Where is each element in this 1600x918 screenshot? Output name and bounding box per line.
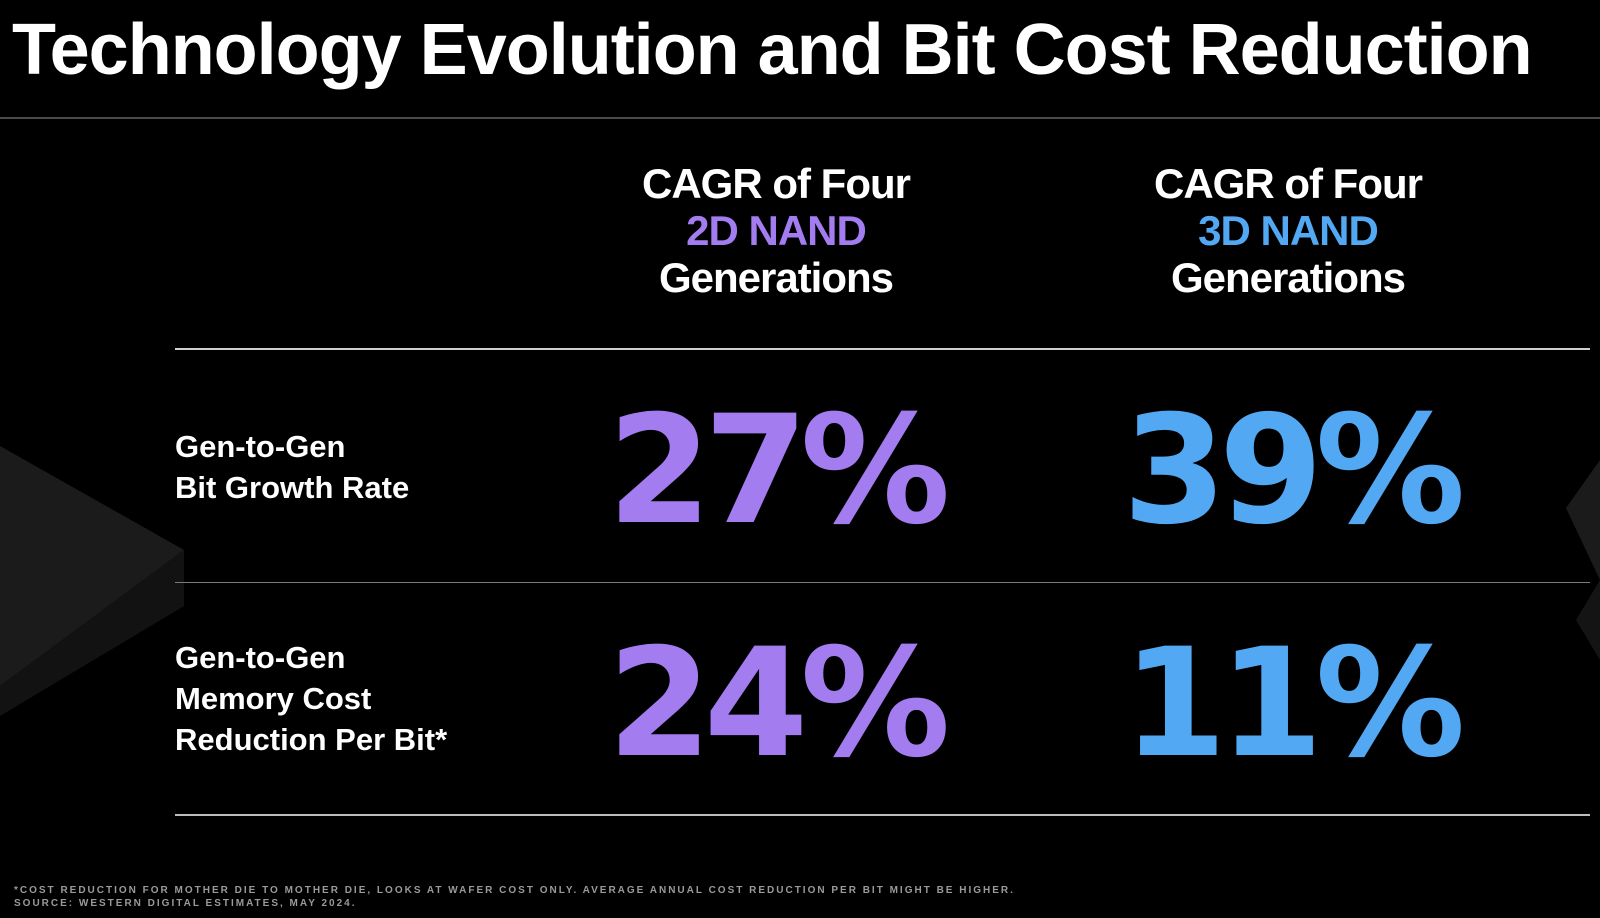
row-label-line: Memory Cost xyxy=(175,681,372,716)
row-label-line: Bit Growth Rate xyxy=(175,470,410,505)
footnote-line: *COST REDUCTION FOR MOTHER DIE TO MOTHER… xyxy=(14,885,1015,896)
footnote-source: SOURCE: WESTERN DIGITAL ESTIMATES, MAY 2… xyxy=(14,898,357,909)
column-header-2d-nand: CAGR of Four 2D NAND Generations xyxy=(576,160,976,301)
column-header-3d-nand: CAGR of Four 3D NAND Generations xyxy=(1088,160,1488,301)
title-divider xyxy=(0,117,1600,119)
slide-title: Technology Evolution and Bit Cost Reduct… xyxy=(12,10,1533,90)
column-header-line: CAGR of Four xyxy=(642,160,911,207)
row-label-line: Gen-to-Gen xyxy=(175,429,346,464)
row-label-cost-reduction: Gen-to-Gen Memory Cost Reduction Per Bit… xyxy=(175,637,447,760)
decorative-arrow-shape-right xyxy=(1566,460,1600,660)
table-divider-bottom xyxy=(175,814,1590,816)
column-header-line: Generations xyxy=(658,254,894,301)
footnote: *COST REDUCTION FOR MOTHER DIE TO MOTHER… xyxy=(14,884,1015,910)
row-label-line: Gen-to-Gen xyxy=(175,640,346,675)
table-divider-top xyxy=(175,348,1590,350)
row-label-bit-growth-rate: Gen-to-Gen Bit Growth Rate xyxy=(175,426,409,508)
table-divider-middle xyxy=(175,582,1590,583)
value-2d-bit-growth: 27% xyxy=(607,384,950,558)
decorative-arrow-shape-left xyxy=(0,446,184,716)
column-header-line: Generations xyxy=(1170,254,1406,301)
column-header-highlight: 2D NAND xyxy=(686,207,867,254)
row-label-line: Reduction Per Bit* xyxy=(175,722,448,757)
column-header-line: CAGR of Four xyxy=(1154,160,1423,207)
column-header-highlight: 3D NAND xyxy=(1198,207,1379,254)
value-3d-cost-reduction: 11% xyxy=(1122,617,1465,791)
value-3d-bit-growth: 39% xyxy=(1122,384,1465,558)
value-2d-cost-reduction: 24% xyxy=(607,617,950,791)
